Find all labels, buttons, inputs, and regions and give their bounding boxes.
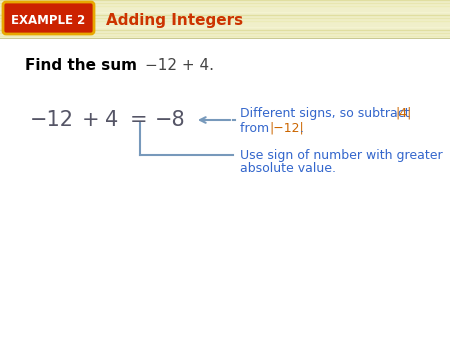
Text: −12: −12 — [30, 110, 74, 130]
Text: |4|: |4| — [395, 106, 411, 120]
Bar — [0, 0, 450, 38]
Text: Adding Integers: Adding Integers — [106, 13, 243, 27]
Text: Find the sum: Find the sum — [25, 57, 137, 72]
Text: Use sign of number with greater: Use sign of number with greater — [240, 148, 443, 162]
FancyBboxPatch shape — [3, 2, 94, 34]
Text: absolute value.: absolute value. — [240, 163, 336, 175]
Text: |−12|: |−12| — [269, 121, 304, 135]
Text: from: from — [240, 121, 273, 135]
Text: +: + — [82, 110, 99, 130]
Text: −12 + 4.: −12 + 4. — [145, 57, 214, 72]
Text: −8: −8 — [155, 110, 185, 130]
Text: .: . — [300, 121, 304, 135]
Bar — [0, 38, 450, 338]
Text: =: = — [130, 110, 148, 130]
Text: EXAMPLE 2: EXAMPLE 2 — [11, 14, 85, 26]
Text: 4: 4 — [105, 110, 118, 130]
Text: Different signs, so subtract: Different signs, so subtract — [240, 106, 414, 120]
